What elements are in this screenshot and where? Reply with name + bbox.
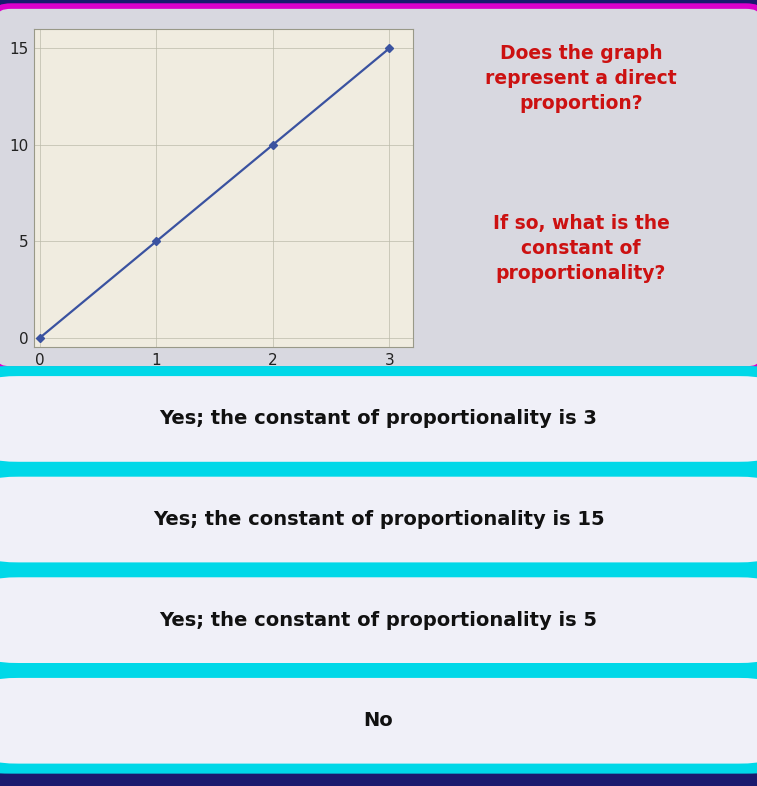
Text: Yes; the constant of proportionality is 15: Yes; the constant of proportionality is …	[153, 510, 604, 529]
FancyBboxPatch shape	[0, 476, 757, 563]
FancyBboxPatch shape	[0, 668, 757, 773]
Text: Yes; the constant of proportionality is 3: Yes; the constant of proportionality is …	[160, 410, 597, 428]
FancyBboxPatch shape	[0, 678, 757, 764]
FancyBboxPatch shape	[0, 376, 757, 462]
Text: Does the graph
represent a direct
proportion?: Does the graph represent a direct propor…	[485, 43, 677, 112]
FancyBboxPatch shape	[0, 577, 757, 663]
FancyBboxPatch shape	[0, 6, 757, 369]
FancyBboxPatch shape	[0, 567, 757, 673]
Text: If so, what is the
constant of
proportionality?: If so, what is the constant of proportio…	[493, 215, 669, 284]
Text: No: No	[363, 711, 394, 730]
FancyBboxPatch shape	[0, 366, 757, 472]
Text: Yes; the constant of proportionality is 5: Yes; the constant of proportionality is …	[160, 611, 597, 630]
FancyBboxPatch shape	[0, 467, 757, 572]
